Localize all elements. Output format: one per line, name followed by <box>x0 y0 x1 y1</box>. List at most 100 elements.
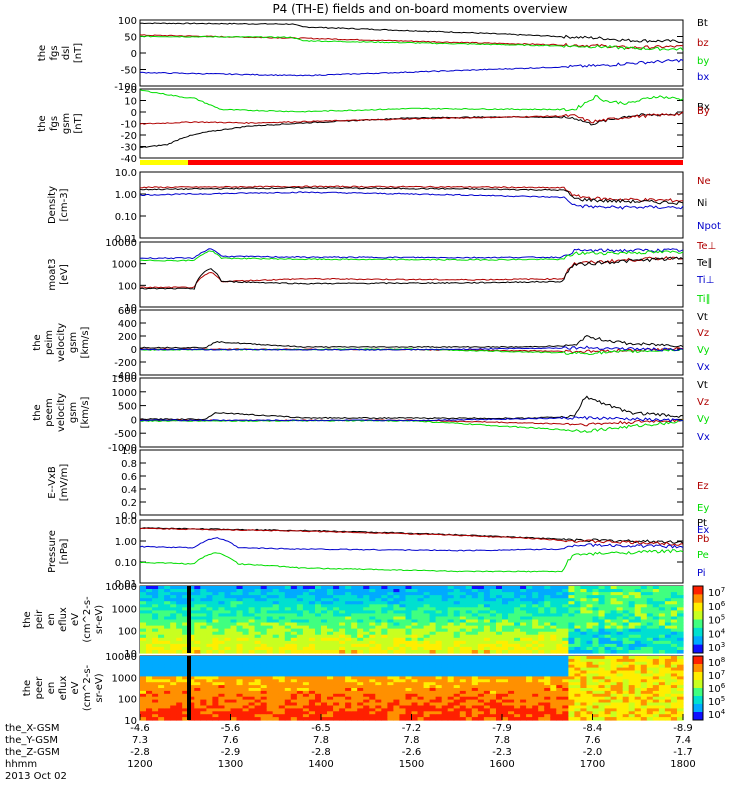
heatmap-cell <box>290 658 298 663</box>
heatmap-cell <box>345 658 352 663</box>
heatmap-cell <box>351 685 358 689</box>
heatmap-cell <box>260 664 268 669</box>
heatmap-cell <box>158 656 165 660</box>
heatmap-cell <box>242 670 250 674</box>
heatmap-cell <box>453 696 461 701</box>
heatmap-cell <box>604 670 612 674</box>
heatmap-cell <box>296 711 304 715</box>
heatmap-cell <box>339 705 346 709</box>
heatmap-cell <box>520 682 527 686</box>
heatmap-cell <box>677 586 684 590</box>
heatmap-cell <box>580 705 587 709</box>
heatmap-cell <box>140 702 147 706</box>
heatmap-cell <box>628 673 636 677</box>
heatmap-cell <box>677 670 684 674</box>
heatmap-cell <box>574 637 581 642</box>
heatmap-cell <box>417 592 425 596</box>
heatmap-cell <box>447 637 455 642</box>
legend-Ti∥: Ti∥ <box>696 294 711 305</box>
heatmap-cell <box>333 598 340 602</box>
heatmap-cell <box>670 664 678 669</box>
heatmap-cell <box>393 640 400 645</box>
heatmap-cell <box>592 688 600 692</box>
heatmap-cell <box>387 619 394 624</box>
heatmap-cell <box>212 717 219 721</box>
heatmap-cell <box>459 598 467 602</box>
heatmap-cell <box>496 637 503 642</box>
heatmap-cell <box>290 616 298 621</box>
heatmap-cell <box>520 708 527 712</box>
heatmap-cell <box>664 685 672 689</box>
heatmap-cell <box>640 717 648 721</box>
heatmap-cell <box>393 705 400 709</box>
heatmap-cell <box>296 613 304 617</box>
heatmap-cell <box>652 628 660 633</box>
heatmap-cell <box>164 670 171 674</box>
heatmap-cell <box>212 699 219 704</box>
heatmap-cell <box>188 622 195 627</box>
heatmap-cell <box>658 622 666 627</box>
heatmap-cell <box>514 628 521 633</box>
heatmap-cell <box>526 646 533 651</box>
heatmap-cell <box>586 702 594 706</box>
heatmap-cell <box>508 607 515 611</box>
heatmap-cell <box>520 625 527 630</box>
heatmap-cell <box>622 717 630 721</box>
footer-value: 7.8 <box>404 735 420 746</box>
heatmap-cell <box>568 613 575 617</box>
heatmap-cell <box>489 631 497 636</box>
heatmap-cell <box>417 634 425 639</box>
heatmap-cell <box>622 607 630 611</box>
heatmap-cell <box>375 589 382 593</box>
heatmap-cell <box>290 650 298 654</box>
heatmap-cell <box>447 702 455 706</box>
heatmap-cell <box>218 625 225 630</box>
heatmap-cell <box>465 646 473 651</box>
heatmap-cell <box>290 699 298 704</box>
heatmap-cell <box>315 625 322 630</box>
heatmap-cell <box>194 646 201 651</box>
heatmap-cell <box>586 676 594 680</box>
heatmap-cell <box>345 601 352 605</box>
heatmap-cell <box>634 699 642 704</box>
heatmap-cell <box>544 637 551 642</box>
heatmap-cell <box>194 643 201 648</box>
heatmap-cell <box>580 601 587 605</box>
heatmap-cell <box>182 598 189 602</box>
heatmap-cell <box>363 682 370 686</box>
heatmap-cell <box>357 661 364 666</box>
heatmap-cell <box>200 685 207 689</box>
heatmap-cell <box>302 604 310 608</box>
heatmap-cell <box>453 702 461 706</box>
heatmap-cell <box>520 705 527 709</box>
heatmap-cell <box>562 685 569 689</box>
heatmap-cell <box>248 586 256 590</box>
heatmap-cell <box>272 604 280 608</box>
heatmap-cell <box>459 658 467 663</box>
heatmap-cell <box>586 696 594 701</box>
heatmap-cell <box>176 711 183 715</box>
heatmap-cell <box>447 616 455 621</box>
heatmap-cell <box>182 661 189 666</box>
heatmap-cell <box>357 589 364 593</box>
heatmap-cell <box>140 679 147 683</box>
heatmap-cell <box>417 637 425 642</box>
heatmap-cell <box>508 586 515 590</box>
heatmap-cell <box>284 592 292 596</box>
heatmap-cell <box>405 613 413 617</box>
heatmap-cell <box>646 628 654 633</box>
heatmap-cell <box>369 622 376 627</box>
heatmap-cell <box>146 658 153 663</box>
heatmap-cell <box>393 717 400 721</box>
heatmap-cell <box>212 631 219 636</box>
heatmap-cell <box>308 685 316 689</box>
heatmap-cell <box>387 667 394 672</box>
heatmap-cell <box>194 693 201 698</box>
heatmap-cell <box>568 598 575 602</box>
heatmap-cell <box>164 622 171 627</box>
heatmap-cell <box>622 637 630 642</box>
heatmap-cell <box>658 631 666 636</box>
heatmap-cell <box>363 705 370 709</box>
